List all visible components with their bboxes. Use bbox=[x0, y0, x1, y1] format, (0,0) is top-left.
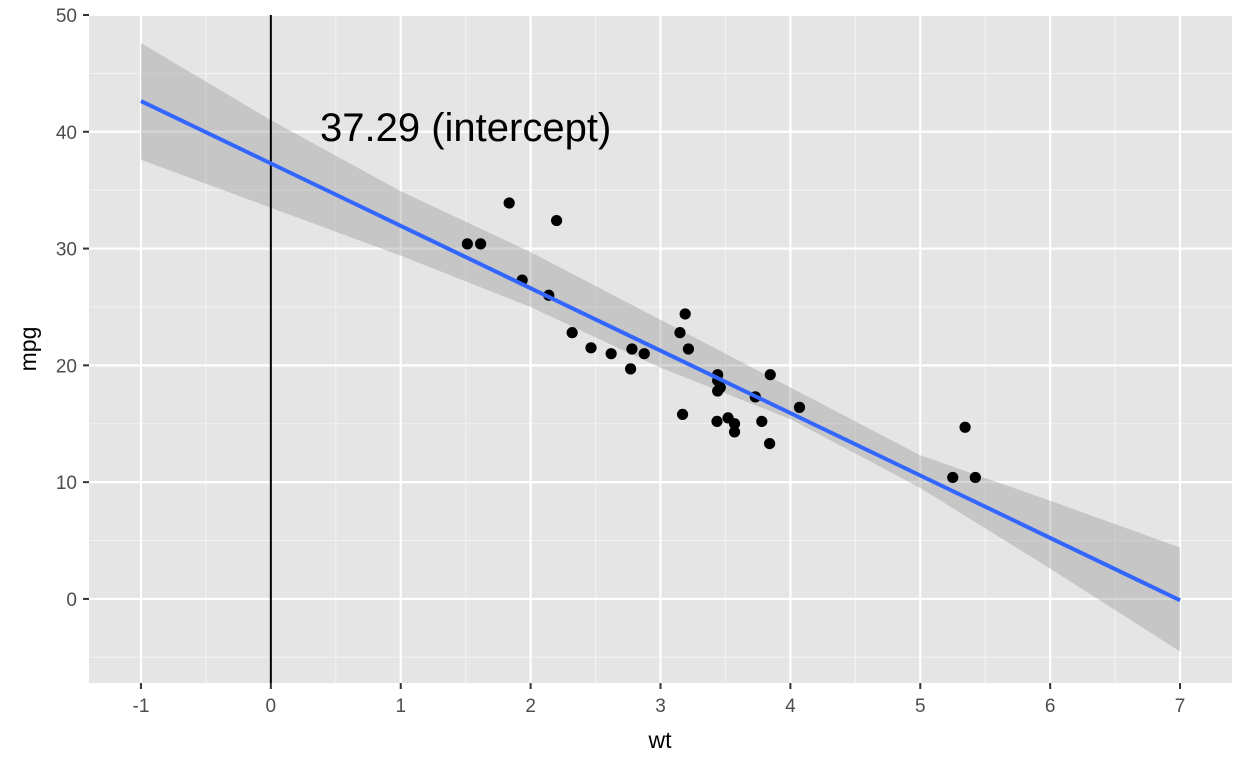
data-point bbox=[728, 426, 741, 438]
x-tick-label: 4 bbox=[785, 696, 796, 717]
y-tick-label: 0 bbox=[66, 590, 77, 611]
x-tick-label: 5 bbox=[915, 696, 926, 717]
data-point bbox=[969, 471, 981, 484]
major-gridlines bbox=[89, 13, 1232, 683]
data-point bbox=[638, 348, 650, 360]
data-point bbox=[712, 385, 724, 397]
data-point bbox=[679, 308, 691, 320]
x-tick-label: -1 bbox=[133, 696, 150, 717]
y-tick-label: 30 bbox=[56, 240, 77, 261]
data-point bbox=[711, 415, 723, 428]
regression-line bbox=[140, 99, 1181, 603]
x-tick-label: 2 bbox=[525, 696, 536, 717]
data-point bbox=[947, 471, 959, 484]
data-point bbox=[793, 401, 806, 413]
x-tick-label: 1 bbox=[395, 696, 406, 717]
x-tick-label: 0 bbox=[266, 696, 277, 717]
y-tick-label: 20 bbox=[56, 356, 77, 377]
x-axis-title: wt bbox=[648, 727, 673, 753]
data-point bbox=[605, 348, 617, 360]
y-axis-ticks: 0 10 20 30 40 50 bbox=[56, 6, 89, 611]
x-tick-label: 3 bbox=[655, 696, 666, 717]
data-point bbox=[585, 342, 597, 354]
x-tick-label: 7 bbox=[1175, 696, 1186, 717]
data-point bbox=[475, 238, 487, 250]
y-tick-label: 50 bbox=[56, 6, 77, 27]
data-point bbox=[625, 363, 637, 375]
data-point bbox=[503, 197, 515, 209]
data-point bbox=[676, 408, 689, 420]
data-point bbox=[682, 343, 695, 355]
y-axis-title: mpg bbox=[15, 327, 41, 372]
data-point bbox=[728, 418, 741, 430]
y-tick-label: 40 bbox=[56, 123, 77, 144]
data-point bbox=[764, 437, 776, 450]
y-tick-label: 10 bbox=[56, 473, 77, 494]
x-tick-label: 6 bbox=[1045, 696, 1056, 717]
data-point bbox=[566, 327, 578, 339]
data-point bbox=[626, 343, 638, 355]
data-points bbox=[461, 197, 981, 484]
x-axis-ticks: -1 0 1 2 3 4 5 6 7 bbox=[133, 683, 1186, 717]
data-point bbox=[756, 415, 768, 428]
data-point bbox=[764, 369, 776, 381]
data-point bbox=[550, 214, 563, 227]
intercept-annotation: 37.29 (intercept) bbox=[320, 106, 611, 150]
data-point bbox=[674, 327, 686, 339]
data-point bbox=[959, 421, 971, 433]
data-point bbox=[461, 238, 473, 250]
confidence-band bbox=[141, 43, 1180, 652]
